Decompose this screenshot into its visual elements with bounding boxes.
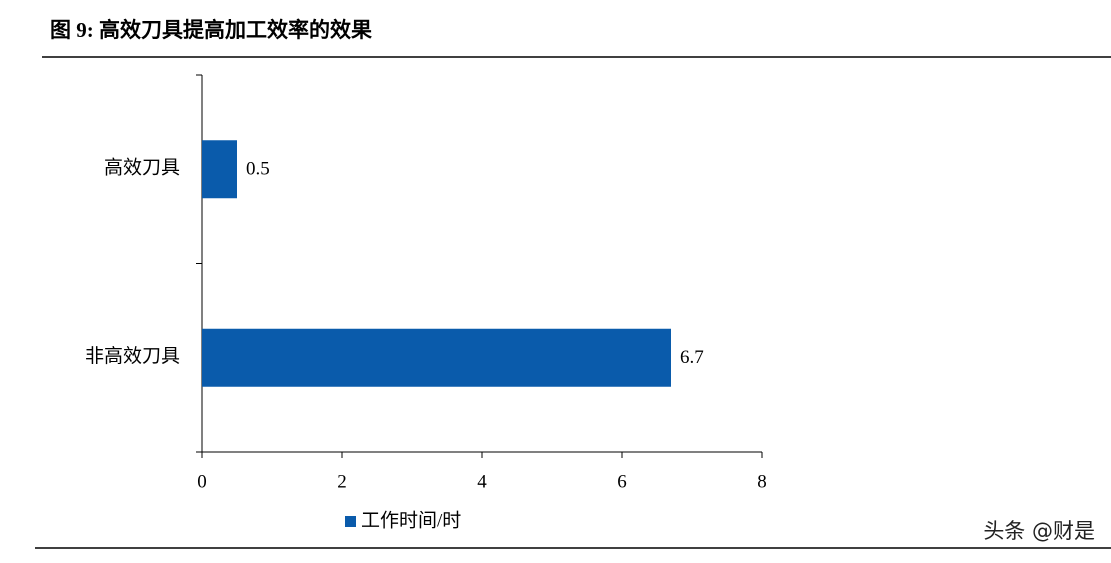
watermark: 头条 @财是 [983, 519, 1095, 543]
bar [202, 328, 671, 387]
x-tick-label: 0 [197, 471, 207, 492]
x-tick-label: 2 [337, 471, 347, 492]
legend-label: 工作时间/时 [361, 509, 461, 531]
x-tick-label: 4 [477, 471, 487, 492]
x-tick-label: 8 [757, 471, 767, 492]
data-label: 0.5 [246, 159, 270, 180]
bar [202, 140, 237, 199]
chart-title: 图 9: 高效刀具提高加工效率的效果 [50, 18, 372, 42]
data-label: 6.7 [680, 347, 704, 368]
x-tick-label: 6 [617, 471, 627, 492]
y-tick-label: 非高效刀具 [85, 345, 180, 367]
legend-swatch [345, 516, 356, 527]
y-tick-label: 高效刀具 [104, 157, 180, 179]
